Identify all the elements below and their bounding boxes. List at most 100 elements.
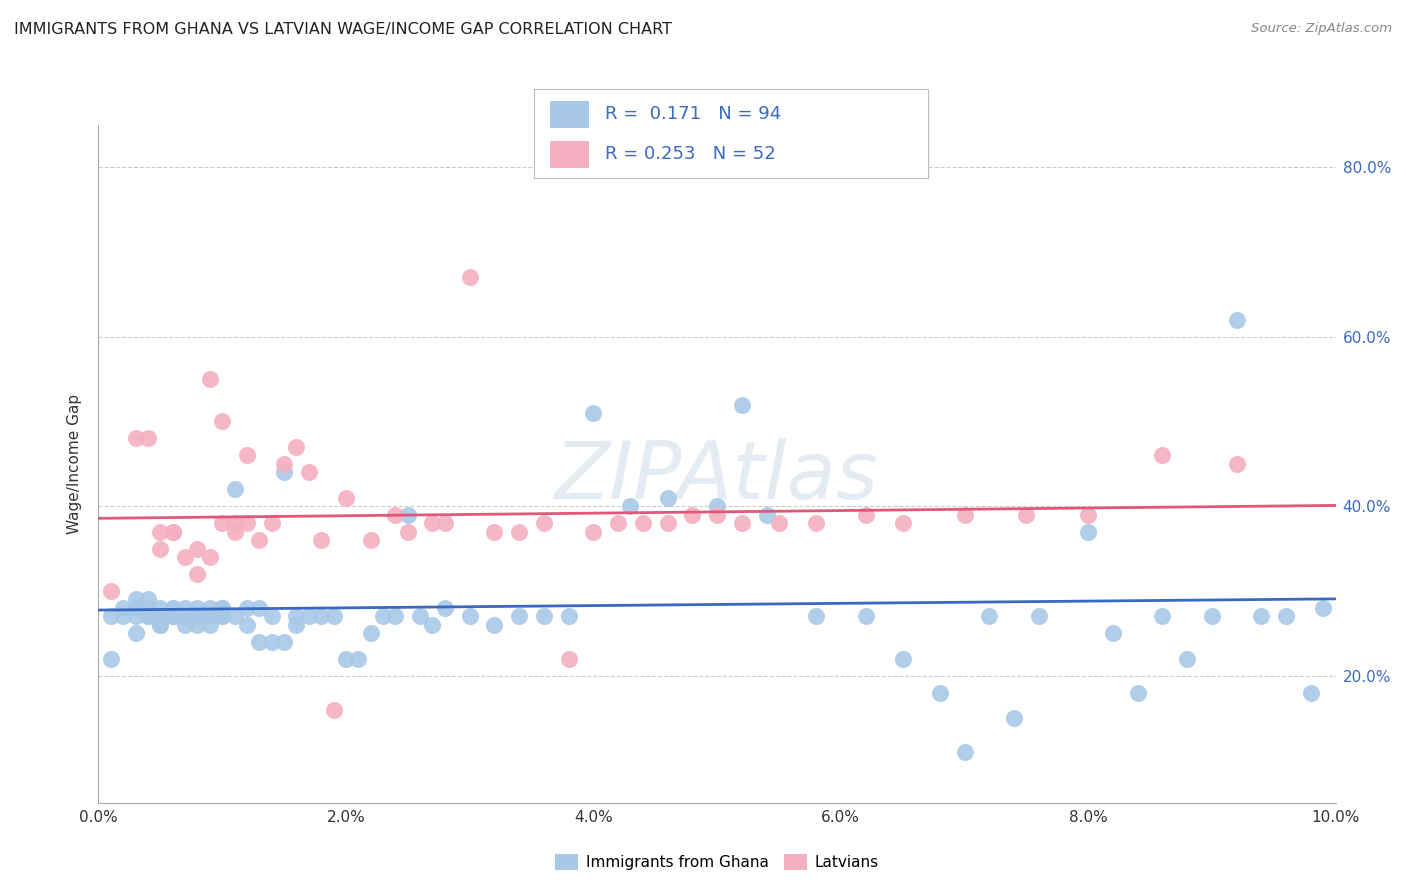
Point [198, 609, 221, 624]
Point [1152, 448, 1174, 462]
Point [298, 466, 321, 480]
Point [149, 609, 172, 624]
Point [422, 516, 444, 530]
Point [162, 601, 184, 615]
Point [198, 609, 221, 624]
Point [557, 609, 579, 624]
Point [309, 533, 332, 547]
Point [1226, 457, 1249, 471]
Point [112, 601, 135, 615]
Point [198, 617, 221, 632]
Point [855, 508, 877, 522]
Point [1102, 626, 1125, 640]
Point [124, 626, 146, 640]
Point [224, 609, 246, 624]
Point [855, 609, 877, 624]
Point [149, 617, 172, 632]
Point [186, 541, 208, 556]
Point [186, 609, 208, 624]
Point [174, 609, 197, 624]
Point [124, 592, 146, 607]
Point [124, 432, 146, 446]
Point [508, 524, 530, 539]
Point [322, 703, 344, 717]
Point [755, 508, 778, 522]
Point [891, 516, 914, 530]
Point [953, 508, 976, 522]
Point [162, 601, 184, 615]
Point [953, 745, 976, 759]
Point [422, 617, 444, 632]
Point [224, 516, 246, 530]
Point [186, 609, 208, 624]
Point [484, 617, 506, 632]
Bar [550, 141, 589, 168]
Point [162, 524, 184, 539]
Point [236, 516, 259, 530]
Point [174, 601, 197, 615]
Point [384, 609, 406, 624]
Point [162, 609, 184, 624]
Point [533, 516, 555, 530]
Point [211, 516, 233, 530]
Point [706, 500, 728, 514]
Point [508, 609, 530, 624]
Text: IMMIGRANTS FROM GHANA VS LATVIAN WAGE/INCOME GAP CORRELATION CHART: IMMIGRANTS FROM GHANA VS LATVIAN WAGE/IN… [14, 22, 672, 37]
Point [458, 270, 481, 285]
Point [174, 609, 197, 624]
Point [149, 617, 172, 632]
Point [631, 516, 654, 530]
Point [396, 524, 419, 539]
Point [149, 541, 172, 556]
Point [1299, 685, 1322, 699]
Point [149, 601, 172, 615]
Point [979, 609, 1001, 624]
Point [285, 440, 308, 454]
Point [557, 651, 579, 665]
Point [433, 601, 456, 615]
Point [236, 617, 259, 632]
Point [211, 414, 233, 429]
Y-axis label: Wage/Income Gap: Wage/Income Gap [67, 393, 83, 534]
Point [1152, 609, 1174, 624]
Point [582, 524, 605, 539]
Point [731, 516, 754, 530]
Point [731, 398, 754, 412]
Point [162, 609, 184, 624]
Point [1201, 609, 1223, 624]
Point [1126, 685, 1149, 699]
Point [236, 448, 259, 462]
Point [100, 651, 122, 665]
Point [247, 533, 270, 547]
Point [149, 609, 172, 624]
Point [211, 609, 233, 624]
Point [1077, 524, 1099, 539]
Point [804, 609, 827, 624]
Point [136, 609, 159, 624]
Point [335, 491, 357, 505]
Point [1175, 651, 1198, 665]
Legend: Immigrants from Ghana, Latvians: Immigrants from Ghana, Latvians [550, 848, 884, 877]
Bar [550, 101, 589, 128]
Point [247, 601, 270, 615]
Point [1028, 609, 1050, 624]
Point [198, 601, 221, 615]
Point [100, 609, 122, 624]
Point [298, 609, 321, 624]
Point [260, 609, 283, 624]
Point [149, 609, 172, 624]
Text: R = 0.253   N = 52: R = 0.253 N = 52 [605, 145, 776, 163]
Point [409, 609, 432, 624]
Point [149, 524, 172, 539]
Point [162, 524, 184, 539]
Point [211, 601, 233, 615]
Text: ZIPAtlas: ZIPAtlas [555, 438, 879, 516]
Point [396, 508, 419, 522]
Point [433, 516, 456, 530]
Text: Source: ZipAtlas.com: Source: ZipAtlas.com [1251, 22, 1392, 36]
Point [186, 567, 208, 582]
Point [1250, 609, 1272, 624]
Point [211, 609, 233, 624]
Point [681, 508, 703, 522]
Point [582, 406, 605, 420]
